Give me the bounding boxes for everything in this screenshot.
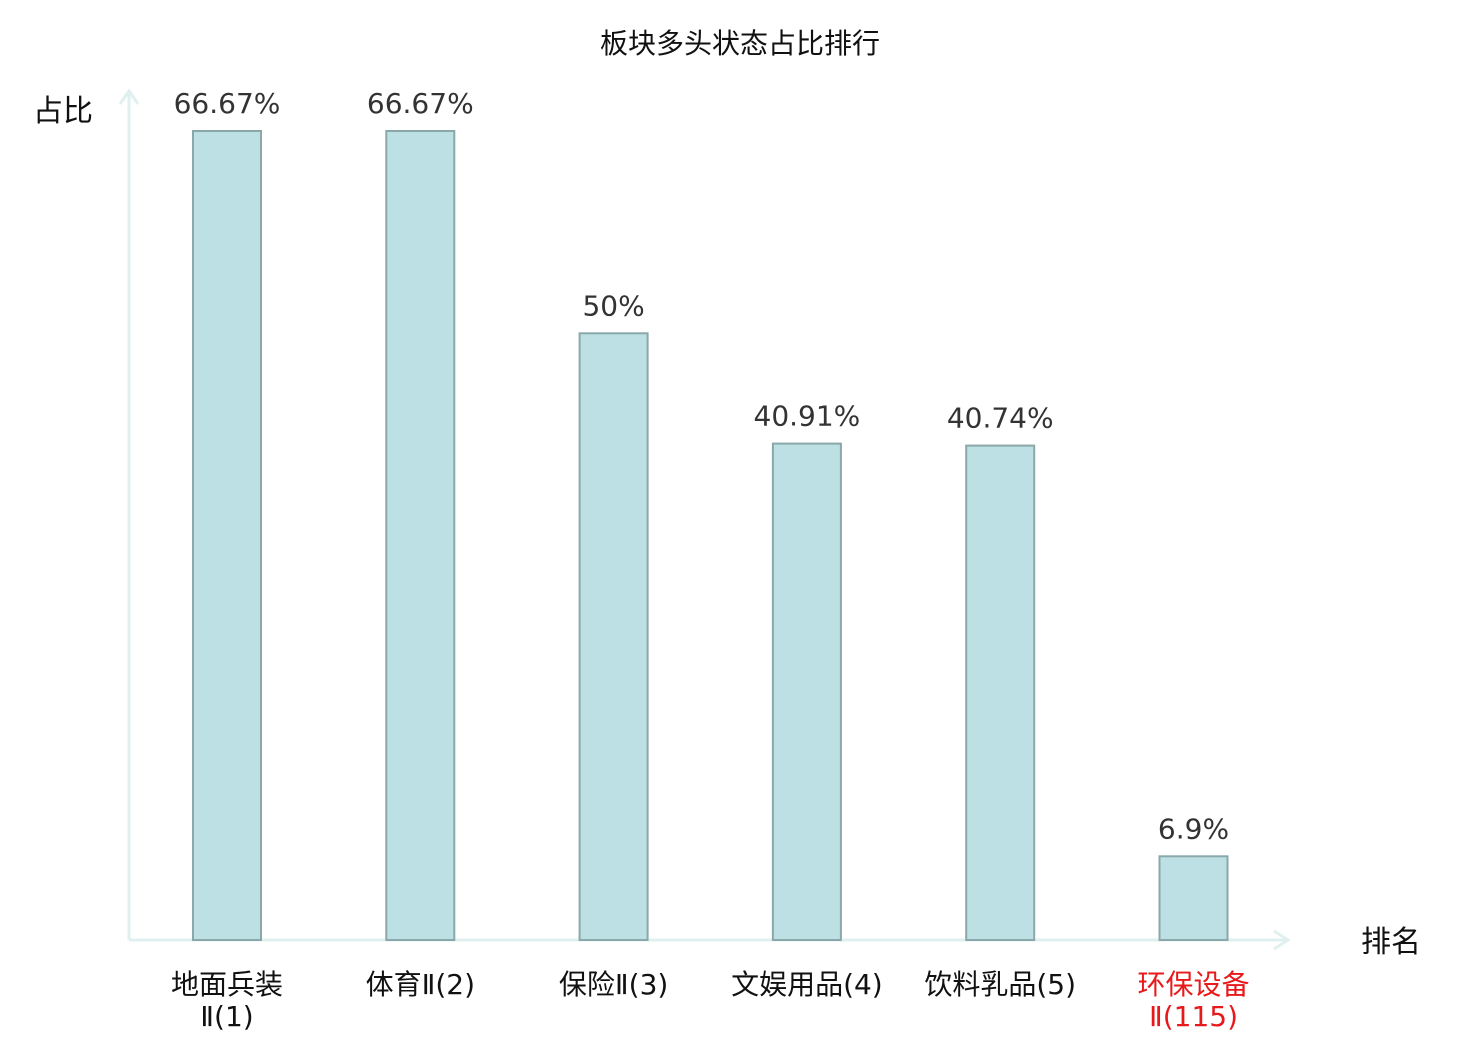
bar-3 [771, 442, 842, 941]
category-label-0-line-0: 地面兵装 [171, 968, 283, 1001]
category-label-5-line-1: Ⅱ(115) [1149, 1000, 1238, 1033]
value-label-0: 66.67% [174, 87, 281, 120]
value-label-5: 6.9% [1158, 812, 1229, 845]
category-label-4-line-0: 饮料乳品(5) [924, 968, 1076, 1001]
category-label-2-line-0: 保险Ⅱ(3) [559, 968, 668, 1001]
bar-0 [192, 130, 262, 941]
bar-4 [965, 444, 1036, 941]
bar-1 [385, 130, 456, 941]
value-label-3: 40.91% [754, 400, 861, 433]
value-label-2: 50% [582, 289, 644, 322]
category-label-1-line-0: 体育Ⅱ(2) [366, 968, 475, 1001]
category-label-5-line-0: 环保设备 [1137, 968, 1249, 1001]
category-label-5: 环保设备 Ⅱ(115) [1137, 968, 1249, 1033]
bar-5 [1158, 855, 1229, 941]
y-axis-arrow [118, 88, 140, 105]
bars-group [192, 130, 1229, 941]
value-label-4: 40.74% [947, 402, 1054, 435]
bar-2 [578, 332, 649, 941]
y-axis-title: 占比 [33, 94, 93, 129]
category-label-3: 文娱用品(4) [731, 968, 883, 1001]
value-label-1: 66.67% [367, 87, 474, 120]
category-label-3-line-0: 文娱用品(4) [731, 968, 883, 1001]
category-label-2: 保险Ⅱ(3) [559, 968, 668, 1001]
axes [118, 88, 1291, 951]
chart-title: 板块多头状态占比排行 [600, 27, 880, 60]
category-labels-group: 地面兵装 Ⅱ(1)体育Ⅱ(2) 保险Ⅱ(3) 文娱用品(4) 饮料乳品(5) 环保设备 Ⅱ(… [171, 968, 1250, 1033]
x-axis-title: 排名 [1361, 925, 1421, 960]
x-axis-arrow [1273, 929, 1291, 951]
category-label-1: 体育Ⅱ(2) [366, 968, 475, 1001]
category-label-4: 饮料乳品(5) [924, 968, 1076, 1001]
category-label-0-line-1: Ⅱ(1) [200, 1000, 253, 1033]
value-labels-group: 66.67% 66.67% 50% 40.91% 40.74% 6.9% [174, 87, 1229, 845]
category-label-0: 地面兵装 Ⅱ(1) [171, 968, 283, 1033]
